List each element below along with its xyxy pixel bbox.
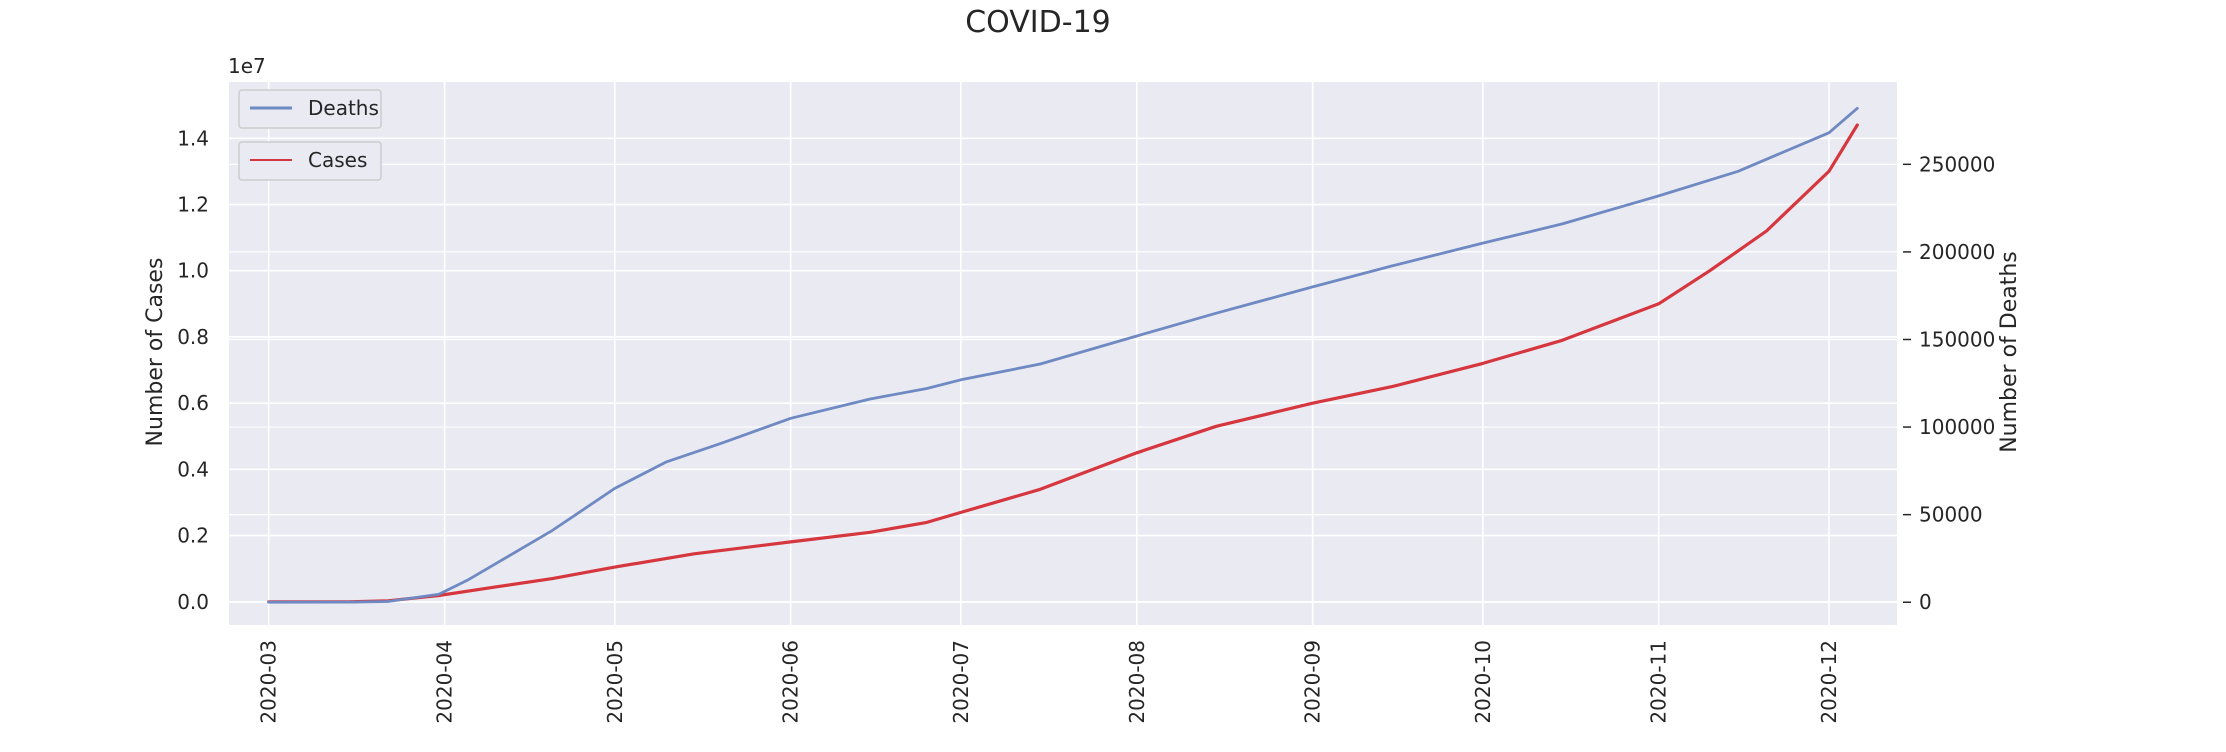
- left-tick-label: 1.0: [177, 259, 209, 283]
- x-tick-label: 2020-05: [603, 640, 627, 724]
- left-tick-label: 0.6: [177, 391, 209, 415]
- x-tick-label: 2020-09: [1301, 640, 1325, 724]
- right-axis-ticks: 0 50000 100000 150000 200000 250000: [1903, 152, 1995, 614]
- right-tick-label: 200000: [1919, 240, 1995, 264]
- left-tick-label: 0.0: [177, 590, 209, 614]
- series-line-deaths: [267, 106, 1859, 604]
- legend-deaths-label: Deaths: [308, 96, 379, 120]
- x-tick-label: 2020-10: [1471, 640, 1495, 724]
- x-tick-label: 2020-08: [1125, 640, 1149, 724]
- left-tick-label: 0.2: [177, 524, 209, 548]
- x-tick-label: 2020-06: [779, 640, 803, 724]
- x-tick-label: 2020-11: [1647, 640, 1671, 724]
- x-tick-label: 2020-03: [257, 640, 281, 724]
- legend-cases-label: Cases: [308, 148, 367, 172]
- chart-title: COVID-19: [965, 5, 1111, 40]
- right-tick-label: 0: [1919, 590, 1932, 614]
- left-tick-label: 0.8: [177, 325, 209, 349]
- legend-deaths: Deaths: [238, 89, 382, 129]
- legend-cases: Cases: [238, 141, 382, 181]
- x-tick-label: 2020-07: [949, 640, 973, 724]
- series-line-cases: [267, 123, 1859, 604]
- series-lines: [267, 106, 1859, 604]
- left-tick-label: 1.2: [177, 193, 209, 217]
- x-tick-label: 2020-04: [433, 640, 457, 724]
- left-axis-scale-label: 1e7: [228, 54, 266, 78]
- grid: [229, 82, 1897, 625]
- left-tick-label: 0.4: [177, 457, 209, 481]
- right-tick-label: 50000: [1919, 503, 1983, 527]
- x-axis-ticks: 2020-03 2020-04 2020-05 2020-06 2020-07 2020-…: [257, 640, 1841, 724]
- x-tick-label: 2020-12: [1817, 640, 1841, 724]
- left-axis-ticks: 0.0 0.2 0.4 0.6 0.8 1.0 1.2 1.4: [177, 126, 209, 614]
- right-tick-label: 100000: [1919, 415, 1995, 439]
- legend-deaths-box: [238, 89, 382, 129]
- right-axis-label: Number of Deaths: [1997, 251, 2022, 453]
- right-tick-label: 250000: [1919, 152, 1995, 176]
- left-tick-label: 1.4: [177, 126, 209, 150]
- right-tick-label: 150000: [1919, 327, 1995, 351]
- left-axis-label: Number of Cases: [143, 258, 168, 447]
- legend-cases-box: [238, 141, 382, 181]
- plot-background: [229, 82, 1897, 625]
